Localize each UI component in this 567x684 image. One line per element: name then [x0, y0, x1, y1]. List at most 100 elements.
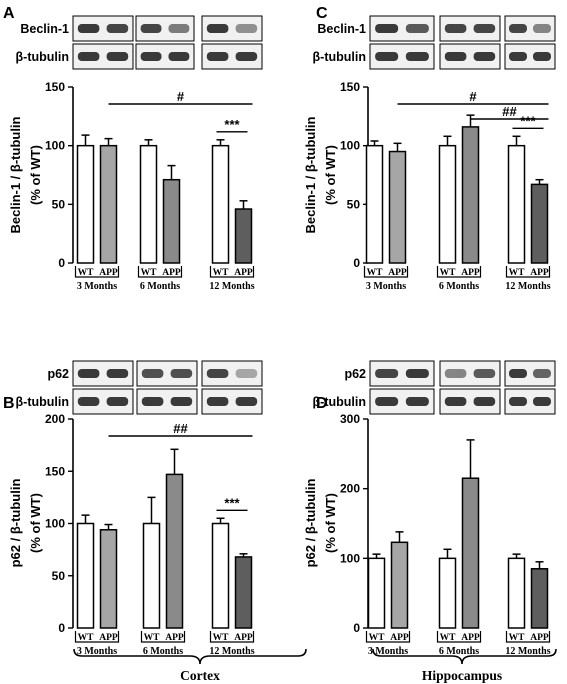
blot-band	[235, 369, 258, 378]
bar-label-app: APP	[99, 633, 118, 643]
bar-wt	[438, 144, 457, 264]
blot-loading-control-label: β-tubulin	[16, 50, 69, 64]
blot-band	[405, 369, 429, 378]
significance-marker: ##	[173, 421, 188, 436]
significance-marker: ##	[502, 104, 517, 119]
blot-band	[405, 397, 429, 406]
bar-wt	[438, 557, 457, 629]
panel-letter: D	[316, 395, 328, 412]
group-label: 6 Months	[439, 646, 479, 657]
group-bracket	[74, 266, 120, 278]
bar-wt	[76, 144, 95, 264]
blot-protein-label: Beclin-1	[20, 22, 69, 36]
bar-label-wt: WT	[213, 268, 230, 278]
bar-app	[99, 144, 118, 264]
bar-wt	[76, 522, 95, 629]
blot-band	[509, 52, 527, 61]
group-label: 12 Months	[505, 646, 550, 657]
group-label: 3 Months	[368, 646, 408, 657]
group-label: 6 Months	[439, 281, 479, 292]
y-tick-label: 100	[45, 139, 65, 153]
bar-wt	[365, 144, 384, 264]
bar-label-wt: WT	[440, 268, 457, 278]
bar-wt	[139, 144, 158, 264]
group-bracket	[436, 266, 482, 278]
significance-marker: #	[469, 89, 477, 104]
bar-wt	[142, 522, 161, 629]
bar-wt	[507, 557, 526, 629]
group-label: 3 Months	[366, 281, 406, 292]
hippocampus-label: Hippocampus	[422, 668, 502, 683]
bar-wt	[367, 557, 386, 629]
bar-label-wt: WT	[213, 633, 230, 643]
group-bracket	[363, 266, 409, 278]
y-tick-label: 0	[58, 256, 65, 270]
bar-app	[165, 473, 184, 629]
bar-app	[99, 529, 118, 629]
blot-band	[509, 397, 527, 406]
bar-label-app: APP	[234, 633, 253, 643]
group-bracket	[365, 631, 411, 643]
blot-band	[206, 52, 229, 61]
blot-band	[473, 369, 496, 378]
bar-app	[234, 208, 253, 264]
blot-loading-control-label: β-tubulin	[313, 395, 366, 409]
bar-label-app: APP	[530, 268, 549, 278]
blot-band	[533, 52, 551, 61]
bar-app	[390, 541, 409, 629]
group-label: 3 Months	[77, 281, 117, 292]
blot-band	[375, 24, 399, 33]
hippocampus-brace	[372, 648, 557, 665]
bar-app	[388, 150, 407, 264]
group-label: 12 Months	[209, 281, 254, 292]
blot-protein-label: Beclin-1	[317, 22, 366, 36]
y-axis-sublabel: (% of WT)	[323, 493, 338, 553]
y-axis-label: p62 / β-tubulin	[8, 479, 23, 568]
y-axis-label: p62 / β-tubulin	[303, 479, 318, 568]
bar-app	[461, 477, 480, 629]
blot-band	[444, 369, 467, 378]
cortex-label: Cortex	[180, 668, 220, 683]
y-axis-sublabel: (% of WT)	[28, 493, 43, 553]
blot-band	[444, 52, 467, 61]
bar-app	[162, 178, 181, 264]
blot-band	[533, 369, 551, 378]
blot-band	[405, 24, 429, 33]
bar-app	[530, 183, 549, 264]
bar-label-app: APP	[530, 633, 549, 643]
y-axis-sublabel: (% of WT)	[323, 145, 338, 205]
y-tick-label: 200	[340, 482, 360, 496]
y-tick-label: 200	[45, 412, 65, 426]
blot-band	[235, 397, 258, 406]
blot-band	[141, 369, 164, 378]
blot-band	[168, 24, 190, 33]
blot-band	[444, 397, 467, 406]
blot-band	[533, 24, 551, 33]
y-tick-label: 0	[353, 256, 360, 270]
blot-band	[206, 397, 229, 406]
blot-band	[77, 369, 100, 378]
blot-band	[509, 24, 527, 33]
blot-band	[206, 24, 229, 33]
bar-app	[530, 568, 549, 629]
group-bracket	[505, 266, 551, 278]
y-tick-label: 100	[340, 551, 360, 565]
group-label: 12 Months	[209, 646, 254, 657]
bar-label-app: APP	[234, 268, 253, 278]
bar-wt	[507, 144, 526, 264]
blot-loading-control-label: β-tubulin	[16, 395, 69, 409]
group-bracket	[209, 631, 255, 643]
bar-app	[234, 556, 253, 629]
blot-band	[473, 52, 496, 61]
blot-band	[106, 52, 129, 61]
blot-band	[405, 52, 429, 61]
blot-band	[375, 397, 399, 406]
blot-loading-control-label: β-tubulin	[313, 50, 366, 64]
bar-label-wt: WT	[144, 633, 161, 643]
bar-label-wt: WT	[509, 633, 526, 643]
panel-letter: A	[3, 5, 15, 22]
group-bracket	[436, 631, 482, 643]
significance-marker: ***	[520, 113, 536, 128]
bar-label-app: APP	[390, 633, 409, 643]
